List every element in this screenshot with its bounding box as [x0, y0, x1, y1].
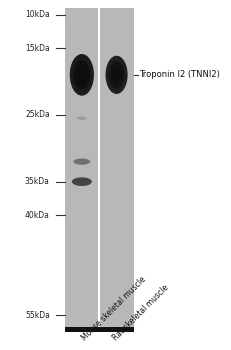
Text: Troponin I2 (TNNI2): Troponin I2 (TNNI2): [139, 70, 219, 79]
Text: Rat skeletal muscle: Rat skeletal muscle: [110, 282, 170, 342]
Text: 55kDa: 55kDa: [25, 311, 50, 320]
Ellipse shape: [76, 65, 87, 84]
Ellipse shape: [72, 177, 91, 186]
Text: 40kDa: 40kDa: [25, 211, 50, 219]
Text: Mouse skeletal muscle: Mouse skeletal muscle: [80, 274, 147, 342]
Ellipse shape: [77, 117, 86, 120]
Text: 25kDa: 25kDa: [25, 110, 50, 119]
Bar: [64, 327, 99, 332]
Ellipse shape: [108, 62, 124, 88]
Ellipse shape: [73, 60, 90, 89]
Text: 15kDa: 15kDa: [25, 44, 50, 52]
Ellipse shape: [105, 56, 127, 94]
Bar: [99, 327, 133, 332]
Ellipse shape: [70, 54, 94, 96]
FancyBboxPatch shape: [64, 8, 133, 332]
Text: 35kDa: 35kDa: [25, 177, 50, 186]
Ellipse shape: [73, 159, 90, 165]
Ellipse shape: [111, 66, 121, 83]
Text: 10kDa: 10kDa: [25, 10, 50, 19]
